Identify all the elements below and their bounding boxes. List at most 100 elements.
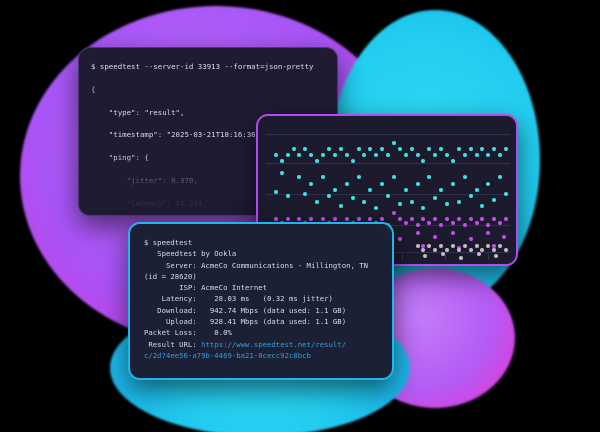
chart-dot-download bbox=[309, 153, 314, 158]
result-url-link-wrap[interactable]: c/2d74ee56-a79b-4469-ba21-0cecc92c8bcb bbox=[144, 350, 311, 360]
chart-dot-download bbox=[344, 182, 349, 187]
chart-dot-download bbox=[380, 182, 385, 187]
chart-dot-download bbox=[439, 188, 444, 193]
chart-dot-download bbox=[309, 182, 314, 187]
chart-dot-download bbox=[409, 199, 414, 204]
chart-x-tick bbox=[488, 254, 490, 260]
chart-dot-download bbox=[332, 153, 337, 158]
chart-dot-latency bbox=[462, 244, 467, 249]
chart-dot-download bbox=[332, 188, 337, 193]
chart-dot-download bbox=[380, 147, 385, 152]
chart-dot-download bbox=[368, 147, 373, 152]
chart-dot-upload bbox=[474, 221, 479, 226]
chart-dot-download bbox=[315, 199, 320, 204]
chart-dot-latency bbox=[415, 244, 420, 249]
chart-dot-download bbox=[315, 158, 320, 163]
chart-dot-download bbox=[468, 147, 473, 152]
chart-dot-download bbox=[427, 147, 432, 152]
result-line: ISP: AcmeCo Internet bbox=[144, 283, 268, 293]
json-line: $ speedtest --server-id 33913 --format=j… bbox=[91, 62, 314, 71]
chart-dot-latency bbox=[458, 256, 463, 261]
chart-dot-download bbox=[362, 199, 367, 204]
chart-dot-download bbox=[415, 153, 420, 158]
chart-dot-latency bbox=[474, 244, 479, 249]
json-line: "timestamp": "2025-03-21T18:16:36Z", bbox=[91, 130, 269, 140]
chart-dot-download bbox=[279, 158, 284, 163]
result-line: Server: AcmeCo Communications - Millingt… bbox=[144, 260, 369, 270]
chart-dot-upload bbox=[403, 221, 408, 226]
chart-dot-download bbox=[433, 153, 438, 158]
result-url-link[interactable]: https://www.speedtest.net/result/ bbox=[201, 339, 347, 349]
chart-dot-download bbox=[409, 147, 414, 152]
chart-dot-download bbox=[450, 158, 455, 163]
chart-dot-upload bbox=[486, 230, 491, 235]
chart-dot-upload bbox=[421, 217, 426, 222]
chart-dot-download bbox=[474, 188, 479, 193]
chart-x-tick bbox=[401, 254, 403, 260]
chart-dot-download bbox=[421, 205, 426, 210]
chart-dot-latency bbox=[439, 244, 444, 249]
chart-dot-download bbox=[415, 182, 420, 187]
chart-dot-download bbox=[386, 153, 391, 158]
chart-dot-download bbox=[386, 193, 391, 198]
chart-dot-upload bbox=[397, 236, 402, 241]
chart-dot-download bbox=[273, 190, 278, 195]
chart-dot-download bbox=[338, 147, 343, 152]
json-line: { bbox=[91, 84, 96, 94]
chart-dot-upload bbox=[456, 217, 461, 222]
chart-dot-download bbox=[374, 153, 379, 158]
chart-dot-upload bbox=[421, 244, 426, 249]
chart-dot-download bbox=[492, 197, 497, 202]
chart-dot-download bbox=[362, 153, 367, 158]
chart-dot-latency bbox=[494, 254, 499, 259]
chart-dot-upload bbox=[462, 223, 467, 228]
result-url-line: Result URL: https://www.speedtest.net/re… bbox=[144, 339, 392, 350]
chart-dot-download bbox=[327, 147, 331, 152]
chart-dot-upload bbox=[321, 217, 326, 222]
chart-dot-upload bbox=[297, 217, 302, 222]
result-url-label: Result URL: bbox=[144, 339, 202, 349]
chart-dot-download bbox=[498, 153, 503, 158]
result-line: Packet Loss: 0.0% bbox=[144, 328, 232, 338]
result-terminal-panel[interactable]: $ speedtest Speedtest by Ookla Server: A… bbox=[128, 222, 394, 380]
chart-dot-download bbox=[427, 174, 432, 179]
chart-dot-download bbox=[338, 203, 343, 208]
chart-dot-download bbox=[285, 193, 290, 198]
chart-dot-upload bbox=[502, 234, 507, 239]
chart-dot-download bbox=[486, 153, 491, 158]
chart-dot-latency bbox=[486, 244, 491, 249]
chart-dot-upload bbox=[504, 217, 509, 222]
chart-dot-download bbox=[403, 188, 408, 193]
chart-dot-download bbox=[439, 147, 444, 152]
chart-dot-latency bbox=[433, 248, 438, 253]
chart-dot-upload bbox=[415, 230, 420, 235]
chart-dot-latency bbox=[456, 248, 461, 253]
chart-dot-latency bbox=[492, 248, 497, 253]
chart-dot-download bbox=[504, 147, 509, 152]
chart-dot-download bbox=[273, 153, 278, 158]
chart-dot-upload bbox=[273, 217, 278, 222]
chart-dot-download bbox=[474, 153, 479, 158]
chart-dot-download bbox=[492, 147, 497, 152]
chart-dot-latency bbox=[450, 244, 455, 249]
chart-dot-download bbox=[356, 174, 361, 179]
chart-dot-download bbox=[374, 205, 379, 210]
chart-dot-download bbox=[504, 192, 509, 196]
chart-dot-latency bbox=[468, 248, 473, 253]
chart-dot-upload bbox=[309, 217, 314, 222]
chart-dot-download bbox=[391, 141, 396, 146]
chart-dot-download bbox=[350, 195, 355, 200]
chart-dot-upload bbox=[397, 217, 402, 222]
chart-dot-download bbox=[480, 147, 485, 152]
chart-dot-latency bbox=[504, 248, 509, 253]
chart-dot-download bbox=[397, 147, 402, 152]
chart-x-tick bbox=[445, 254, 447, 260]
chart-dot-upload bbox=[480, 217, 485, 222]
chart-dot-download bbox=[403, 153, 408, 158]
chart-dot-download bbox=[456, 147, 461, 152]
chart-gridline bbox=[266, 133, 510, 135]
chart-dot-download bbox=[445, 201, 450, 206]
result-line: Speedtest by Ookla bbox=[144, 249, 237, 259]
chart-dot-download bbox=[480, 203, 485, 208]
chart-dot-download bbox=[350, 158, 355, 163]
